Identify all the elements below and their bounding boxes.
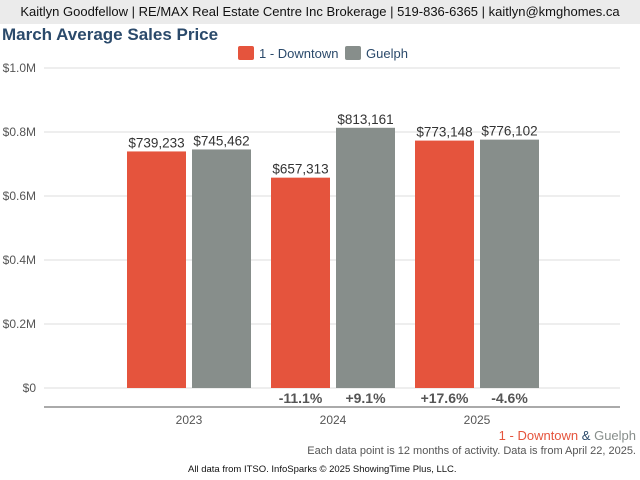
legend-label-0: 1 - Downtown bbox=[259, 46, 338, 61]
caption-series-b: Guelph bbox=[594, 428, 636, 443]
legend-swatch-0 bbox=[238, 46, 254, 60]
y-tick-label: $0.8M bbox=[3, 125, 36, 139]
bar-downtown-2025 bbox=[415, 140, 474, 388]
chart-title: March Average Sales Price bbox=[2, 25, 219, 44]
change-label: +9.1% bbox=[345, 390, 386, 406]
bar-guelph-2025 bbox=[480, 139, 539, 388]
data-label: $776,102 bbox=[481, 124, 537, 139]
y-tick-label: $0.6M bbox=[3, 189, 36, 203]
source-note: All data from ITSO. InfoSparks © 2025 Sh… bbox=[188, 464, 457, 475]
legend-swatch-1 bbox=[345, 46, 361, 60]
bar-chart: $0 $0.2M $0.4M $0.6M $0.8M $1.0M 1 - Downtown G… bbox=[3, 46, 620, 427]
caption-amp: & bbox=[581, 428, 591, 443]
bar-guelph-2023 bbox=[192, 149, 251, 388]
change-label: +17.6% bbox=[421, 390, 469, 406]
series-caption: 1 - Downtown & Guelph bbox=[499, 428, 636, 443]
bar-downtown-2024 bbox=[271, 177, 330, 388]
data-note: Each data point is 12 months of activity… bbox=[307, 445, 636, 457]
data-label: $657,313 bbox=[272, 162, 328, 177]
x-tick-label: 2024 bbox=[320, 413, 347, 427]
data-label: $813,161 bbox=[337, 112, 393, 127]
x-tick-label: 2023 bbox=[176, 413, 203, 427]
change-label: -11.1% bbox=[279, 390, 323, 406]
y-tick-label: $0 bbox=[23, 381, 37, 395]
data-label: $745,462 bbox=[193, 133, 249, 148]
bar-guelph-2024 bbox=[336, 127, 395, 388]
change-label: -4.6% bbox=[491, 390, 528, 406]
data-label: $773,148 bbox=[416, 125, 472, 140]
legend-label-1: Guelph bbox=[366, 46, 408, 61]
bar-downtown-2023 bbox=[127, 151, 186, 388]
y-tick-label: $1.0M bbox=[3, 61, 36, 75]
caption-series-a: 1 - Downtown bbox=[498, 428, 579, 443]
y-tick-label: $0.2M bbox=[3, 317, 36, 331]
y-tick-label: $0.4M bbox=[3, 253, 36, 267]
agent-header: Kaitlyn Goodfellow | RE/MAX Real Estate … bbox=[0, 0, 640, 24]
x-tick-label: 2025 bbox=[464, 413, 491, 427]
data-label: $739,233 bbox=[128, 135, 184, 150]
